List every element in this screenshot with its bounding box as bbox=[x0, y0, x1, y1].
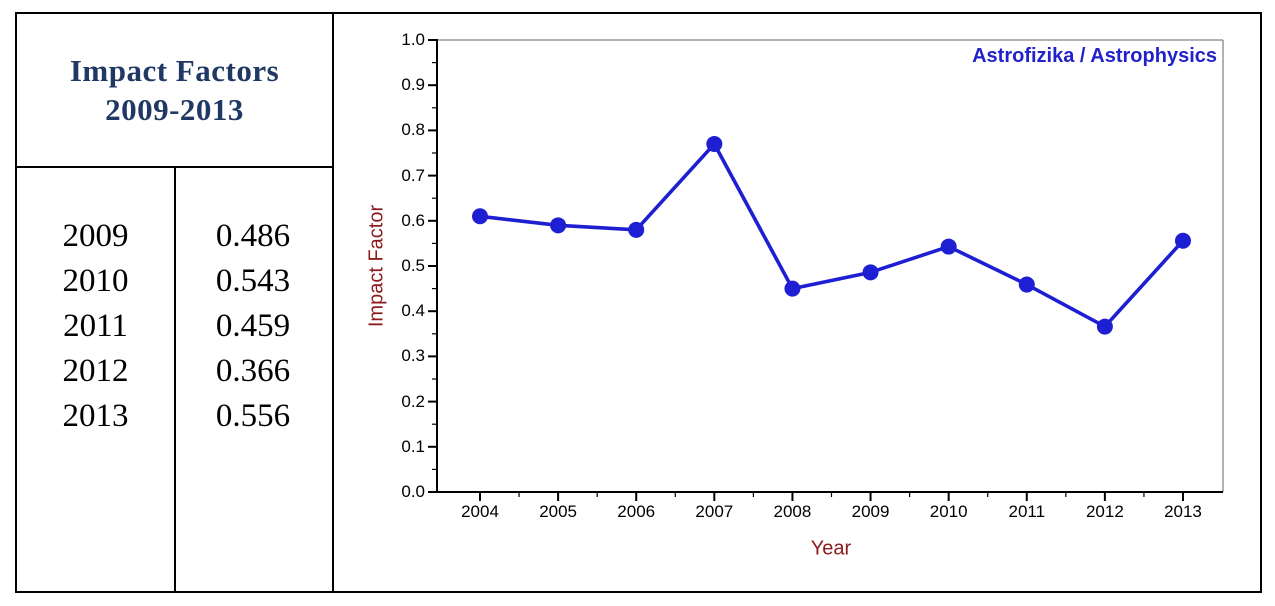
value-cell: 0.486 bbox=[215, 218, 291, 254]
data-point-marker bbox=[940, 238, 957, 255]
x-axis-title: Year bbox=[810, 537, 852, 560]
year-cell: 2012 bbox=[62, 353, 129, 389]
figure-outer-border bbox=[15, 12, 1262, 593]
x-tick-label: 2004 bbox=[461, 502, 499, 521]
data-point-marker bbox=[472, 208, 488, 225]
data-point-marker bbox=[550, 217, 567, 234]
value-cell: 0.459 bbox=[215, 308, 291, 344]
series-label: Astrofizika / Astrophysics bbox=[972, 45, 1217, 67]
y-tick-label: 0.3 bbox=[401, 346, 425, 366]
x-tick-label: 2013 bbox=[1164, 502, 1202, 521]
line-chart-plot bbox=[428, 39, 1224, 501]
y-tick-label: 0.9 bbox=[401, 75, 425, 95]
x-tick-label: 2007 bbox=[695, 502, 734, 521]
x-tick-label: 2009 bbox=[851, 502, 890, 521]
table-row: 2010 0.543 bbox=[17, 259, 332, 304]
table-chart-divider bbox=[332, 12, 334, 593]
y-tick-label: 0.2 bbox=[401, 391, 425, 411]
x-tick-label: 2005 bbox=[539, 502, 578, 521]
y-tick-label: 0.6 bbox=[401, 210, 425, 230]
data-point-marker bbox=[1096, 318, 1113, 335]
data-point-marker bbox=[706, 135, 723, 152]
table-title-line1: Impact Factors bbox=[69, 53, 280, 88]
table-title: Impact Factors 2009-2013 bbox=[17, 14, 332, 166]
data-point-marker bbox=[1018, 276, 1035, 293]
table-row: 2011 0.459 bbox=[17, 304, 332, 349]
table-row: 2009 0.486 bbox=[17, 214, 332, 259]
x-tick-label: 2006 bbox=[617, 502, 656, 521]
table-row: 2013 0.556 bbox=[17, 394, 332, 439]
impact-factors-table: 2009 0.486 2010 0.543 2011 0.459 2012 0.… bbox=[17, 168, 332, 439]
value-cell: 0.556 bbox=[215, 398, 291, 434]
table-row: 2012 0.366 bbox=[17, 349, 332, 394]
series-line bbox=[478, 142, 1185, 329]
y-tick-label: 0.4 bbox=[401, 301, 425, 321]
y-tick-label: 0.0 bbox=[401, 482, 425, 501]
year-cell: 2009 bbox=[62, 218, 129, 254]
data-point-marker bbox=[784, 280, 801, 297]
table-column-divider bbox=[174, 166, 176, 593]
y-tick-label: 1.0 bbox=[401, 30, 425, 49]
year-cell: 2010 bbox=[62, 263, 129, 299]
x-tick-label: 2008 bbox=[773, 502, 812, 521]
y-tick-label: 0.5 bbox=[401, 256, 425, 275]
y-tick-label: 0.7 bbox=[401, 165, 425, 185]
value-cell: 0.543 bbox=[215, 263, 291, 299]
data-point-marker bbox=[628, 221, 645, 238]
y-tick-label: 0.1 bbox=[401, 436, 425, 456]
data-point-marker bbox=[862, 264, 879, 281]
x-tick-label: 2012 bbox=[1085, 502, 1124, 521]
year-cell: 2013 bbox=[62, 398, 129, 434]
y-tick-label: 0.8 bbox=[401, 120, 425, 140]
data-point-marker bbox=[1174, 232, 1191, 249]
table-title-line2: 2009-2013 bbox=[105, 92, 244, 127]
year-cell: 2011 bbox=[63, 308, 128, 344]
x-tick-label: 2010 bbox=[929, 502, 968, 521]
x-tick-label: 2011 bbox=[1008, 502, 1046, 521]
value-cell: 0.366 bbox=[215, 353, 291, 389]
